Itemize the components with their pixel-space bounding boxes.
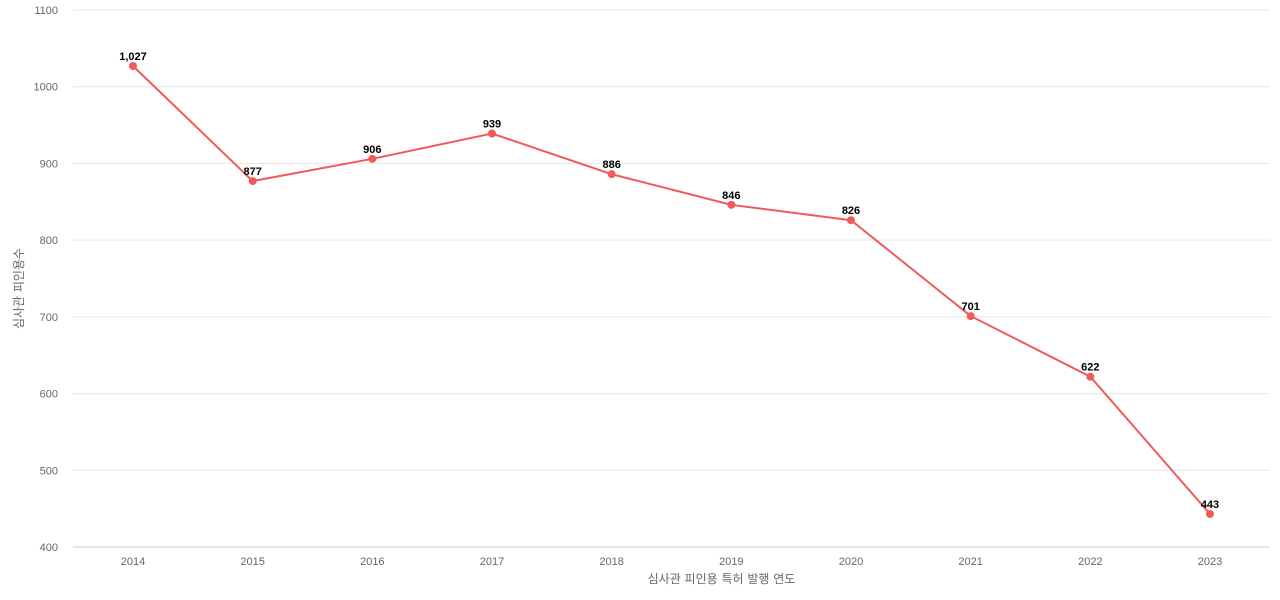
x-tick-label: 2022 (1078, 556, 1102, 568)
x-tick-label: 2016 (360, 556, 384, 568)
x-tick-label: 2017 (480, 556, 504, 568)
gridlines (73, 9, 1270, 548)
data-point[interactable] (129, 62, 137, 71)
data-point[interactable] (1206, 510, 1214, 519)
series (129, 62, 1214, 519)
x-tick-label: 2019 (719, 556, 743, 568)
data-point[interactable] (607, 170, 616, 179)
data-labels: 1,027 877 906 939 886 846 826 701 622 443 (119, 51, 1219, 511)
data-label: 622 (1081, 362, 1099, 374)
y-tick-label: 700 (40, 312, 58, 324)
data-label: 886 (602, 159, 620, 171)
data-label: 877 (243, 166, 261, 178)
y-tick-label: 800 (40, 235, 58, 247)
x-tick-label: 2018 (599, 556, 623, 568)
y-tick-label: 1000 (34, 82, 58, 94)
y-axis-ticks: 400 500 600 700 800 900 1000 1100 (34, 5, 58, 554)
data-point[interactable] (248, 177, 257, 186)
y-tick-label: 400 (40, 542, 58, 554)
y-tick-label: 600 (40, 389, 58, 401)
x-tick-label: 2014 (121, 556, 145, 568)
data-label: 1,027 (119, 51, 147, 63)
x-axis-ticks: 2014 2015 2016 2017 2018 2019 2020 2021 2022 2023 (121, 556, 1222, 568)
x-tick-label: 2015 (240, 556, 264, 568)
x-tick-label: 2020 (839, 556, 863, 568)
data-point[interactable] (1086, 372, 1095, 381)
y-tick-label: 500 (40, 465, 58, 477)
data-point[interactable] (727, 200, 736, 209)
data-label: 826 (842, 205, 860, 217)
x-axis-title: 심사관 피인용 특허 발행 연도 (648, 571, 796, 586)
y-tick-label: 900 (40, 158, 58, 170)
data-point[interactable] (488, 129, 496, 138)
data-point[interactable] (966, 312, 975, 321)
data-point[interactable] (847, 216, 855, 225)
x-tick-label: 2023 (1198, 556, 1222, 568)
y-axis-title: 심사관 피인용수 (12, 248, 26, 329)
x-tick-label: 2021 (958, 556, 982, 568)
y-tick-label: 1100 (34, 5, 58, 17)
data-label: 701 (961, 301, 979, 313)
data-label: 939 (483, 119, 501, 131)
data-label: 443 (1201, 499, 1219, 511)
data-point[interactable] (368, 154, 377, 163)
data-label: 906 (363, 144, 381, 156)
series-line (132, 65, 1211, 515)
data-label: 846 (722, 190, 740, 202)
